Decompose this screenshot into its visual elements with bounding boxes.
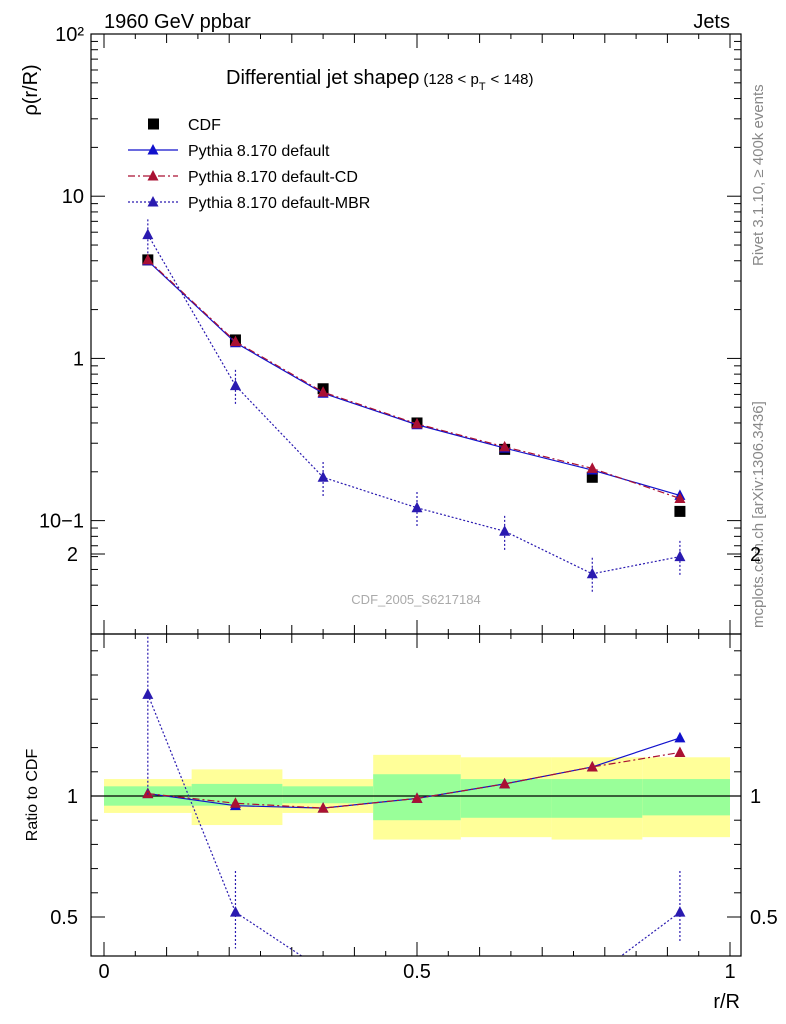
legend-label-3: Pythia 8.170 default-MBR bbox=[188, 195, 370, 212]
analysis-watermark: CDF_2005_S6217184 bbox=[351, 592, 480, 607]
legend-marker-cdf bbox=[148, 118, 159, 130]
ratio-y-tick-label-right: 2 bbox=[750, 544, 761, 566]
ratio-point-2 bbox=[318, 964, 329, 975]
legend: CDF Pythia 8.170 default Pythia 8.170 defa… bbox=[128, 117, 370, 212]
series-point-3 bbox=[499, 525, 511, 536]
ratio-y-tick-label-left: 2 bbox=[67, 544, 78, 566]
series-point-2 bbox=[142, 253, 154, 265]
series-point-3 bbox=[317, 471, 329, 482]
cdf-point bbox=[674, 505, 686, 517]
x-tick-label: 0 bbox=[98, 961, 109, 983]
x-tick-label: 1 bbox=[724, 961, 735, 983]
legend-label-2: Pythia 8.170 default-CD bbox=[188, 169, 358, 186]
y-tick-label: 10−1 bbox=[39, 511, 84, 533]
ratio-point-1 bbox=[674, 746, 686, 757]
ratio-frame bbox=[90, 633, 742, 957]
series-point-3 bbox=[229, 379, 241, 391]
ratio-point-1 bbox=[499, 777, 511, 789]
ratio-point-2 bbox=[587, 972, 598, 983]
band-inner-5 bbox=[551, 779, 643, 818]
chart-title-sub: T bbox=[479, 81, 486, 93]
ratio-point-0 bbox=[674, 731, 686, 743]
ratio-point-2 bbox=[674, 906, 686, 917]
ratio-y-tick-label-right: 1 bbox=[750, 786, 761, 808]
ratio-point-1 bbox=[586, 760, 598, 772]
y-tick-label: 10 bbox=[62, 186, 84, 208]
cdf-point bbox=[586, 471, 598, 483]
chart-title-main: Differential jet shapeρ bbox=[226, 67, 419, 89]
mcplots-label: mcplots.cern.ch [arXiv:1306.3436] bbox=[750, 401, 767, 628]
series-point-2 bbox=[586, 462, 598, 473]
header-right: Jets bbox=[693, 11, 730, 33]
chart-title-open: ( bbox=[423, 71, 428, 88]
ratio-y-tick-label-left: 0.5 bbox=[50, 907, 78, 929]
x-axis-title: r/R bbox=[713, 991, 740, 1013]
series-line-2 bbox=[147, 259, 681, 500]
chart-title: Differential jet shapeρ (128 < pT < 148) bbox=[226, 67, 534, 93]
ratio-point-1 bbox=[229, 797, 241, 808]
chart-title-high: < 148) bbox=[491, 71, 534, 88]
ratio-point-2 bbox=[229, 906, 241, 917]
series-point-2 bbox=[499, 440, 511, 452]
series-point-2 bbox=[674, 492, 686, 503]
ratio-plot-marks bbox=[142, 634, 686, 983]
ratio-point-1 bbox=[411, 792, 423, 803]
ratio-point-2 bbox=[499, 957, 510, 968]
ratio-y-tick-label-right: 0.5 bbox=[750, 907, 778, 929]
main-plot-marks bbox=[142, 219, 686, 593]
ratio-y-axis-title: Ratio to CDF bbox=[24, 749, 41, 842]
series-point-2 bbox=[411, 417, 423, 429]
axes: 0 0.5 1 10−1 1 10 10² 0.5 0.5 1 1 2 2 bbox=[39, 24, 778, 983]
series-point-3 bbox=[411, 501, 423, 513]
ratio-point-2 bbox=[142, 688, 154, 699]
chart-title-low: 128 < p bbox=[428, 71, 478, 88]
series-point-3 bbox=[674, 550, 686, 562]
y-tick-label: 10² bbox=[55, 24, 84, 46]
legend-marker-1 bbox=[147, 144, 159, 155]
y-tick-label: 1 bbox=[73, 348, 84, 370]
band-inner-1 bbox=[191, 783, 283, 806]
series-point-2 bbox=[317, 386, 329, 397]
band-inner-2 bbox=[282, 786, 374, 804]
rivet-label: Rivet 3.1.10, ≥ 400k events bbox=[750, 84, 767, 266]
legend-label-0: CDF bbox=[188, 117, 221, 134]
legend-label-1: Pythia 8.170 default bbox=[188, 143, 330, 160]
ratio-y-tick-label-left: 1 bbox=[67, 786, 78, 808]
band-inner-6 bbox=[642, 779, 730, 816]
series-point-3 bbox=[142, 228, 154, 240]
series-point-2 bbox=[229, 335, 241, 347]
x-tick-label: 0.5 bbox=[403, 961, 431, 983]
legend-marker-2 bbox=[147, 170, 159, 181]
series-line-1 bbox=[147, 260, 681, 497]
series-line-3 bbox=[147, 234, 681, 575]
legend-marker-3 bbox=[147, 196, 159, 207]
main-y-axis-title: ρ(r/R) bbox=[20, 64, 42, 115]
header-left: 1960 GeV ppbar bbox=[104, 11, 251, 33]
ratio-point-1 bbox=[317, 802, 329, 813]
series-point-3 bbox=[586, 567, 598, 579]
